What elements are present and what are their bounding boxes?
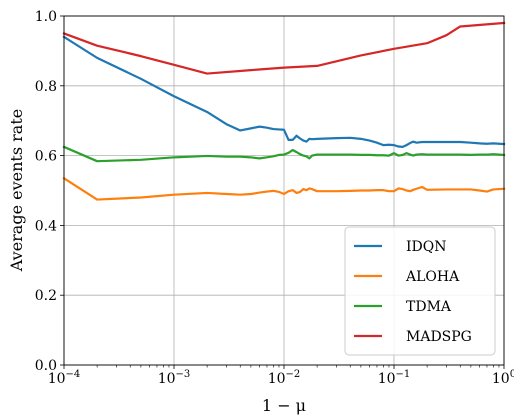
series-line-tdma: [62, 145, 506, 163]
series-layer: [62, 21, 506, 201]
x-tick-base: 10: [268, 371, 286, 387]
y-tick-label: 0.4: [35, 218, 57, 234]
y-tick-label: 1.0: [35, 9, 57, 25]
x-tick-base: 10: [492, 371, 510, 387]
x-axis-label: 1 − μ: [262, 396, 306, 415]
y-tick-label: 0.8: [35, 79, 57, 95]
x-tick-exponent: −4: [66, 369, 81, 380]
x-tick-base: 10: [48, 371, 66, 387]
y-tick-label: 0.0: [35, 358, 57, 374]
legend-label-aloha: ALOHA: [405, 269, 460, 285]
series-line-idqn: [62, 35, 506, 148]
x-tick-exponent: −1: [396, 369, 411, 380]
y-tick-label: 0.6: [35, 149, 57, 165]
y-axis-label: Average events rate: [7, 109, 26, 273]
x-tick-base: 10: [158, 371, 176, 387]
x-tick-label: 10−1: [378, 369, 411, 387]
legend-label-idqn: IDQN: [406, 239, 446, 255]
x-tick-label: 100: [492, 369, 514, 387]
legend-label-tdma: TDMA: [406, 299, 452, 315]
x-tick-exponent: −3: [176, 369, 191, 380]
x-tick-exponent: −2: [286, 369, 301, 380]
x-tick-label: 10−3: [158, 369, 191, 387]
x-tick-base: 10: [378, 371, 396, 387]
legend-box: [344, 226, 496, 356]
ticks: [60, 15, 505, 369]
tick-labels: 0.00.20.40.60.81.010−4 10−3 10−2 10−1 100: [35, 9, 514, 387]
x-tick-exponent: 0: [510, 369, 514, 380]
legend-label-madspg: MADSPG: [406, 329, 472, 345]
series-line-aloha: [62, 176, 506, 201]
series-line-madspg: [62, 21, 506, 75]
legend: IDQN ALOHA TDMA MADSPG: [344, 226, 496, 356]
y-tick-label: 0.2: [35, 288, 57, 304]
x-tick-label: 10−2: [268, 369, 301, 387]
legend-entries: IDQN ALOHA TDMA MADSPG: [354, 239, 472, 345]
x-tick-label: 10−4: [48, 369, 81, 387]
